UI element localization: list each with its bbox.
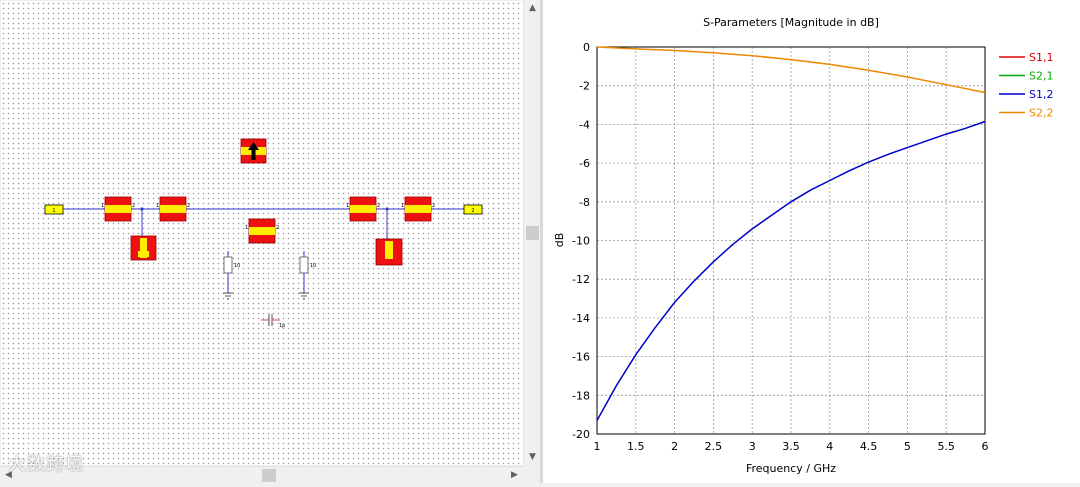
resistor-value: 10 — [234, 263, 240, 269]
chart-title: S-Parameters [Magnitude in dB] — [703, 16, 879, 29]
y-tick-label: -20 — [572, 428, 590, 441]
x-tick-label: 2 — [671, 440, 678, 453]
y-tick-label: -16 — [572, 351, 590, 364]
capacitor[interactable]: 1p — [261, 314, 285, 329]
port-1[interactable]: 1 — [44, 204, 64, 215]
schematic-drawing: 1 2 1 2 1 2 1 — [44, 138, 483, 329]
junction-dot-right — [385, 207, 389, 211]
schematic-canvas[interactable]: 1 2 1 2 1 2 1 — [1, 1, 524, 465]
line-block-5[interactable]: 1 2 — [245, 218, 279, 244]
chart-grid — [597, 47, 985, 434]
legend-label: S1,1 — [1029, 51, 1053, 64]
scroll-left-icon[interactable]: ◀ — [5, 470, 12, 480]
series-line-S2-2 — [596, 46, 986, 94]
legend-label: S2,2 — [1029, 107, 1053, 120]
pin-label: 1 — [245, 225, 248, 231]
vertical-scroll-thumb[interactable] — [526, 226, 539, 240]
stub-block-right[interactable] — [375, 238, 403, 266]
x-tick-label: 4.5 — [860, 440, 878, 453]
port-2[interactable]: 2 — [463, 204, 483, 215]
x-tick-label: 5 — [904, 440, 911, 453]
y-tick-label: -4 — [579, 118, 590, 131]
resistor-1[interactable]: 10 — [223, 251, 240, 300]
y-tick-label: -2 — [579, 80, 590, 93]
x-axis-label: Frequency / GHz — [746, 462, 836, 475]
schematic-pane: 1 2 1 2 1 2 1 — [0, 0, 541, 484]
y-tick-labels: 0 -2 -4 -6 -8 -10 -12 -14 -16 -18 -20 — [572, 41, 590, 441]
x-tick-label: 1 — [594, 440, 601, 453]
pin-label: 2 — [187, 203, 190, 209]
pin-label: 1 — [156, 203, 159, 209]
port-1-label: 1 — [52, 208, 55, 214]
plot-frame — [596, 46, 986, 435]
x-tick-label: 6 — [982, 440, 989, 453]
y-tick-label: -6 — [579, 157, 590, 170]
resistor-value: 10 — [310, 263, 316, 269]
chart-series — [596, 46, 986, 421]
pin-label: 2 — [276, 225, 279, 231]
scroll-right-icon[interactable]: ▶ — [511, 470, 518, 480]
watermark: 大数跨境 — [8, 454, 84, 475]
x-tick-labels: 1 1.5 2 2.5 3 3.5 4 4.5 5 5.5 6 — [594, 440, 989, 453]
chart-pane: S-Parameters [Magnitude in dB] 1 1.5 2 2.5 3… — [543, 0, 1080, 483]
pane-splitter[interactable] — [540, 0, 543, 483]
y-tick-label: -12 — [572, 273, 590, 286]
arrow-up-icon — [248, 142, 259, 160]
pin-label: 2 — [132, 203, 135, 209]
y-tick-label: -8 — [579, 196, 590, 209]
line-block-4[interactable]: 1 2 — [401, 196, 435, 222]
pin-label: 1 — [401, 203, 404, 209]
y-tick-label: -10 — [572, 235, 590, 248]
line-block-2[interactable]: 1 2 — [156, 196, 190, 222]
resistor-2[interactable]: 10 — [299, 251, 316, 300]
scrollbar-corner — [523, 466, 540, 483]
pin-label: 2 — [432, 203, 435, 209]
horizontal-scrollbar[interactable]: ◀ ▶ — [0, 466, 523, 484]
x-tick-label: 1.5 — [627, 440, 645, 453]
pin-label: 1 — [346, 203, 349, 209]
y-tick-label: -18 — [572, 389, 590, 402]
y-axis-label: dB — [553, 233, 566, 248]
port-2-label: 2 — [471, 208, 474, 214]
line-block-1[interactable]: 1 2 — [101, 196, 135, 222]
pin-label: 2 — [377, 203, 380, 209]
chart-legend: S1,1 S2,1 S1,2 S2,2 — [999, 51, 1053, 120]
x-tick-label: 3 — [749, 440, 756, 453]
legend-label: S2,1 — [1029, 70, 1053, 83]
s-parameter-chart: S-Parameters [Magnitude in dB] 1 1.5 2 2.5 3… — [553, 16, 1053, 475]
line-block-3[interactable]: 1 2 — [346, 196, 380, 222]
pin-label: 1 — [101, 203, 104, 209]
y-tick-label: -14 — [572, 312, 590, 325]
y-tick-label: 0 — [583, 41, 590, 54]
vertical-scrollbar[interactable]: ▲ ▼ — [523, 0, 541, 466]
x-tick-label: 5.5 — [937, 440, 955, 453]
scroll-down-icon[interactable]: ▼ — [529, 452, 536, 462]
x-tick-label: 3.5 — [782, 440, 800, 453]
legend-label: S1,2 — [1029, 88, 1053, 101]
scroll-up-icon[interactable]: ▲ — [529, 3, 536, 13]
x-tick-label: 4 — [826, 440, 833, 453]
horizontal-scroll-thumb[interactable] — [262, 469, 276, 482]
x-tick-label: 2.5 — [705, 440, 723, 453]
series-line-S1-2 — [596, 120, 986, 421]
stub-block-left[interactable] — [130, 235, 157, 261]
capacitor-value: 1p — [279, 323, 285, 329]
junction-dot-left — [140, 207, 144, 211]
arrow-block[interactable] — [240, 138, 267, 164]
